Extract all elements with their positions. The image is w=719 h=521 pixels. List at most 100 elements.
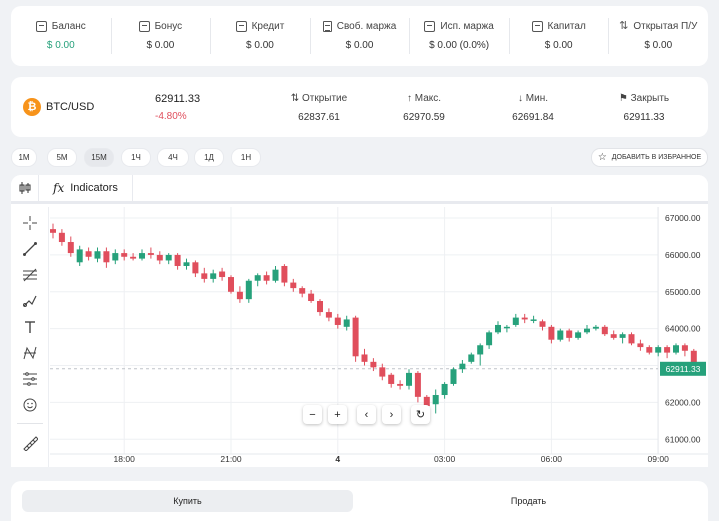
timeframe-button[interactable]: 5М	[47, 148, 77, 167]
stat-label: Своб. маржа	[336, 21, 397, 32]
buy-button[interactable]: Купить	[22, 490, 353, 512]
candle-body	[50, 229, 56, 233]
candle-body	[236, 291, 243, 300]
zoom-out-button[interactable]: −	[303, 405, 322, 424]
arrows-updown-icon: ⇅	[619, 20, 629, 32]
reset-chart-button[interactable]: ↻	[411, 405, 430, 424]
text-tool[interactable]	[22, 319, 38, 335]
scroll-right-button[interactable]: ›	[382, 405, 401, 424]
stat-6: ⇅ Открытая П/У $ 0.00	[608, 6, 708, 66]
candle-body	[139, 253, 145, 259]
chart-toolbar: fx Indicators	[11, 175, 708, 204]
price-chart[interactable]: 67000.0066000.0065000.0064000.0063000.00…	[11, 175, 708, 467]
arrow-up-icon: ↑	[406, 93, 412, 104]
brush-tool[interactable]	[22, 293, 38, 309]
sell-button[interactable]: Продать	[510, 496, 547, 506]
candle-body	[308, 293, 315, 302]
candle-type-button[interactable]	[11, 175, 39, 201]
timeframe-button[interactable]: 4Ч	[157, 148, 189, 167]
timeframe-button[interactable]: 1Д	[194, 148, 224, 167]
measure-tool[interactable]	[22, 371, 38, 387]
ticker-price: 62911.33	[155, 93, 201, 105]
candle-body	[397, 383, 404, 386]
x-tick-label: 03:00	[434, 454, 456, 464]
candle-body	[165, 254, 172, 261]
chart-nav-controls: − + ‹ › ↻	[303, 405, 430, 424]
candle-body	[441, 383, 448, 396]
candle-body	[281, 265, 288, 283]
stat-label: Исп. маржа	[440, 21, 494, 32]
arrow-down-icon: ↓	[518, 93, 523, 104]
stat-label-row: Кредит	[235, 21, 285, 32]
low-value: 62691.84	[512, 112, 554, 123]
stat-value: $ 0.00	[146, 40, 175, 51]
close-stat: ⚑ Закрыть 62911.33	[594, 93, 694, 123]
trendline-tool[interactable]	[22, 241, 38, 257]
candle-body	[530, 319, 537, 321]
chart-panel: 67000.0066000.0065000.0064000.0063000.00…	[11, 175, 708, 467]
smiley-icon	[23, 398, 37, 412]
candle-body	[610, 334, 617, 338]
fib-tool[interactable]	[22, 267, 38, 283]
indicators-label: Indicators	[70, 182, 118, 194]
indicators-button[interactable]: fx Indicators	[39, 175, 133, 201]
stat-label: Открытая П/У	[633, 21, 698, 32]
ruler-tool[interactable]	[22, 435, 38, 451]
last-price-badge	[660, 361, 706, 376]
candle-body	[174, 254, 181, 266]
minus-icon: −	[309, 408, 316, 421]
candle-body	[379, 367, 386, 377]
candle-body	[192, 262, 199, 274]
ticker-panel: ₿ BTC/USD 62911.33 -4.80% ⇅ Открытие 628…	[11, 77, 708, 137]
wallet-icon	[35, 21, 47, 32]
stat-label-row: Капитал	[531, 21, 586, 32]
low-stat: ↓ Мин. 62691.84	[483, 93, 583, 123]
trade-panel: Купить Продать	[11, 481, 708, 521]
candle-body	[628, 334, 635, 344]
ruler-icon	[23, 436, 38, 451]
pattern-tool[interactable]	[22, 345, 38, 361]
flag-icon: ⚑	[618, 93, 628, 104]
add-to-favorites-button[interactable]: ☆ ДОБАВИТЬ В ИЗБРАННОЕ	[591, 148, 708, 167]
x-tick-label: 4	[335, 454, 340, 464]
ticker-symbol[interactable]: BTC/USD	[46, 101, 95, 113]
stat-1: Бонус $ 0.00	[110, 6, 211, 66]
timeframe-button[interactable]: 15М	[84, 148, 114, 167]
high-label: Макс.	[414, 93, 442, 104]
briefcase-icon	[235, 21, 247, 32]
crosshair-tool[interactable]	[22, 215, 38, 231]
text-icon	[25, 321, 35, 333]
stat-label: Кредит	[251, 21, 285, 32]
timeframe-button[interactable]: 1М	[11, 148, 37, 167]
scroll-left-button[interactable]: ‹	[357, 405, 376, 424]
candle-body	[334, 317, 341, 325]
x-tick-label: 18:00	[114, 454, 136, 464]
stat-label-row: Своб. маржа	[322, 21, 397, 32]
emoji-tool[interactable]	[22, 397, 38, 413]
candle-body	[450, 369, 457, 384]
high-value: 62970.59	[403, 112, 445, 123]
zoom-in-button[interactable]: +	[328, 405, 347, 424]
drawing-tools	[11, 207, 49, 467]
chevron-right-icon: ›	[389, 408, 394, 421]
tool-divider	[17, 423, 43, 424]
close-value: 62911.33	[623, 112, 665, 123]
stat-label-row: Исп. маржа	[424, 21, 494, 32]
candle-body	[548, 326, 555, 340]
candle-body	[495, 324, 501, 333]
timeframe-button[interactable]: 1Ч	[121, 148, 151, 167]
open-stat: ⇅ Открытие 62837.61	[269, 93, 369, 123]
candle-body	[228, 277, 234, 292]
candle-body	[468, 354, 475, 362]
candle-body	[325, 312, 332, 318]
candle-body	[210, 273, 217, 279]
fx-icon: fx	[53, 181, 65, 195]
candle-body	[201, 273, 208, 279]
candle-body	[646, 347, 653, 353]
candle-body	[130, 256, 137, 259]
x-tick-label: 09:00	[648, 454, 670, 464]
candle-body	[67, 242, 74, 254]
candle-body	[254, 275, 261, 281]
timeframe-button[interactable]: 1Н	[231, 148, 261, 167]
candle-body	[156, 254, 163, 261]
